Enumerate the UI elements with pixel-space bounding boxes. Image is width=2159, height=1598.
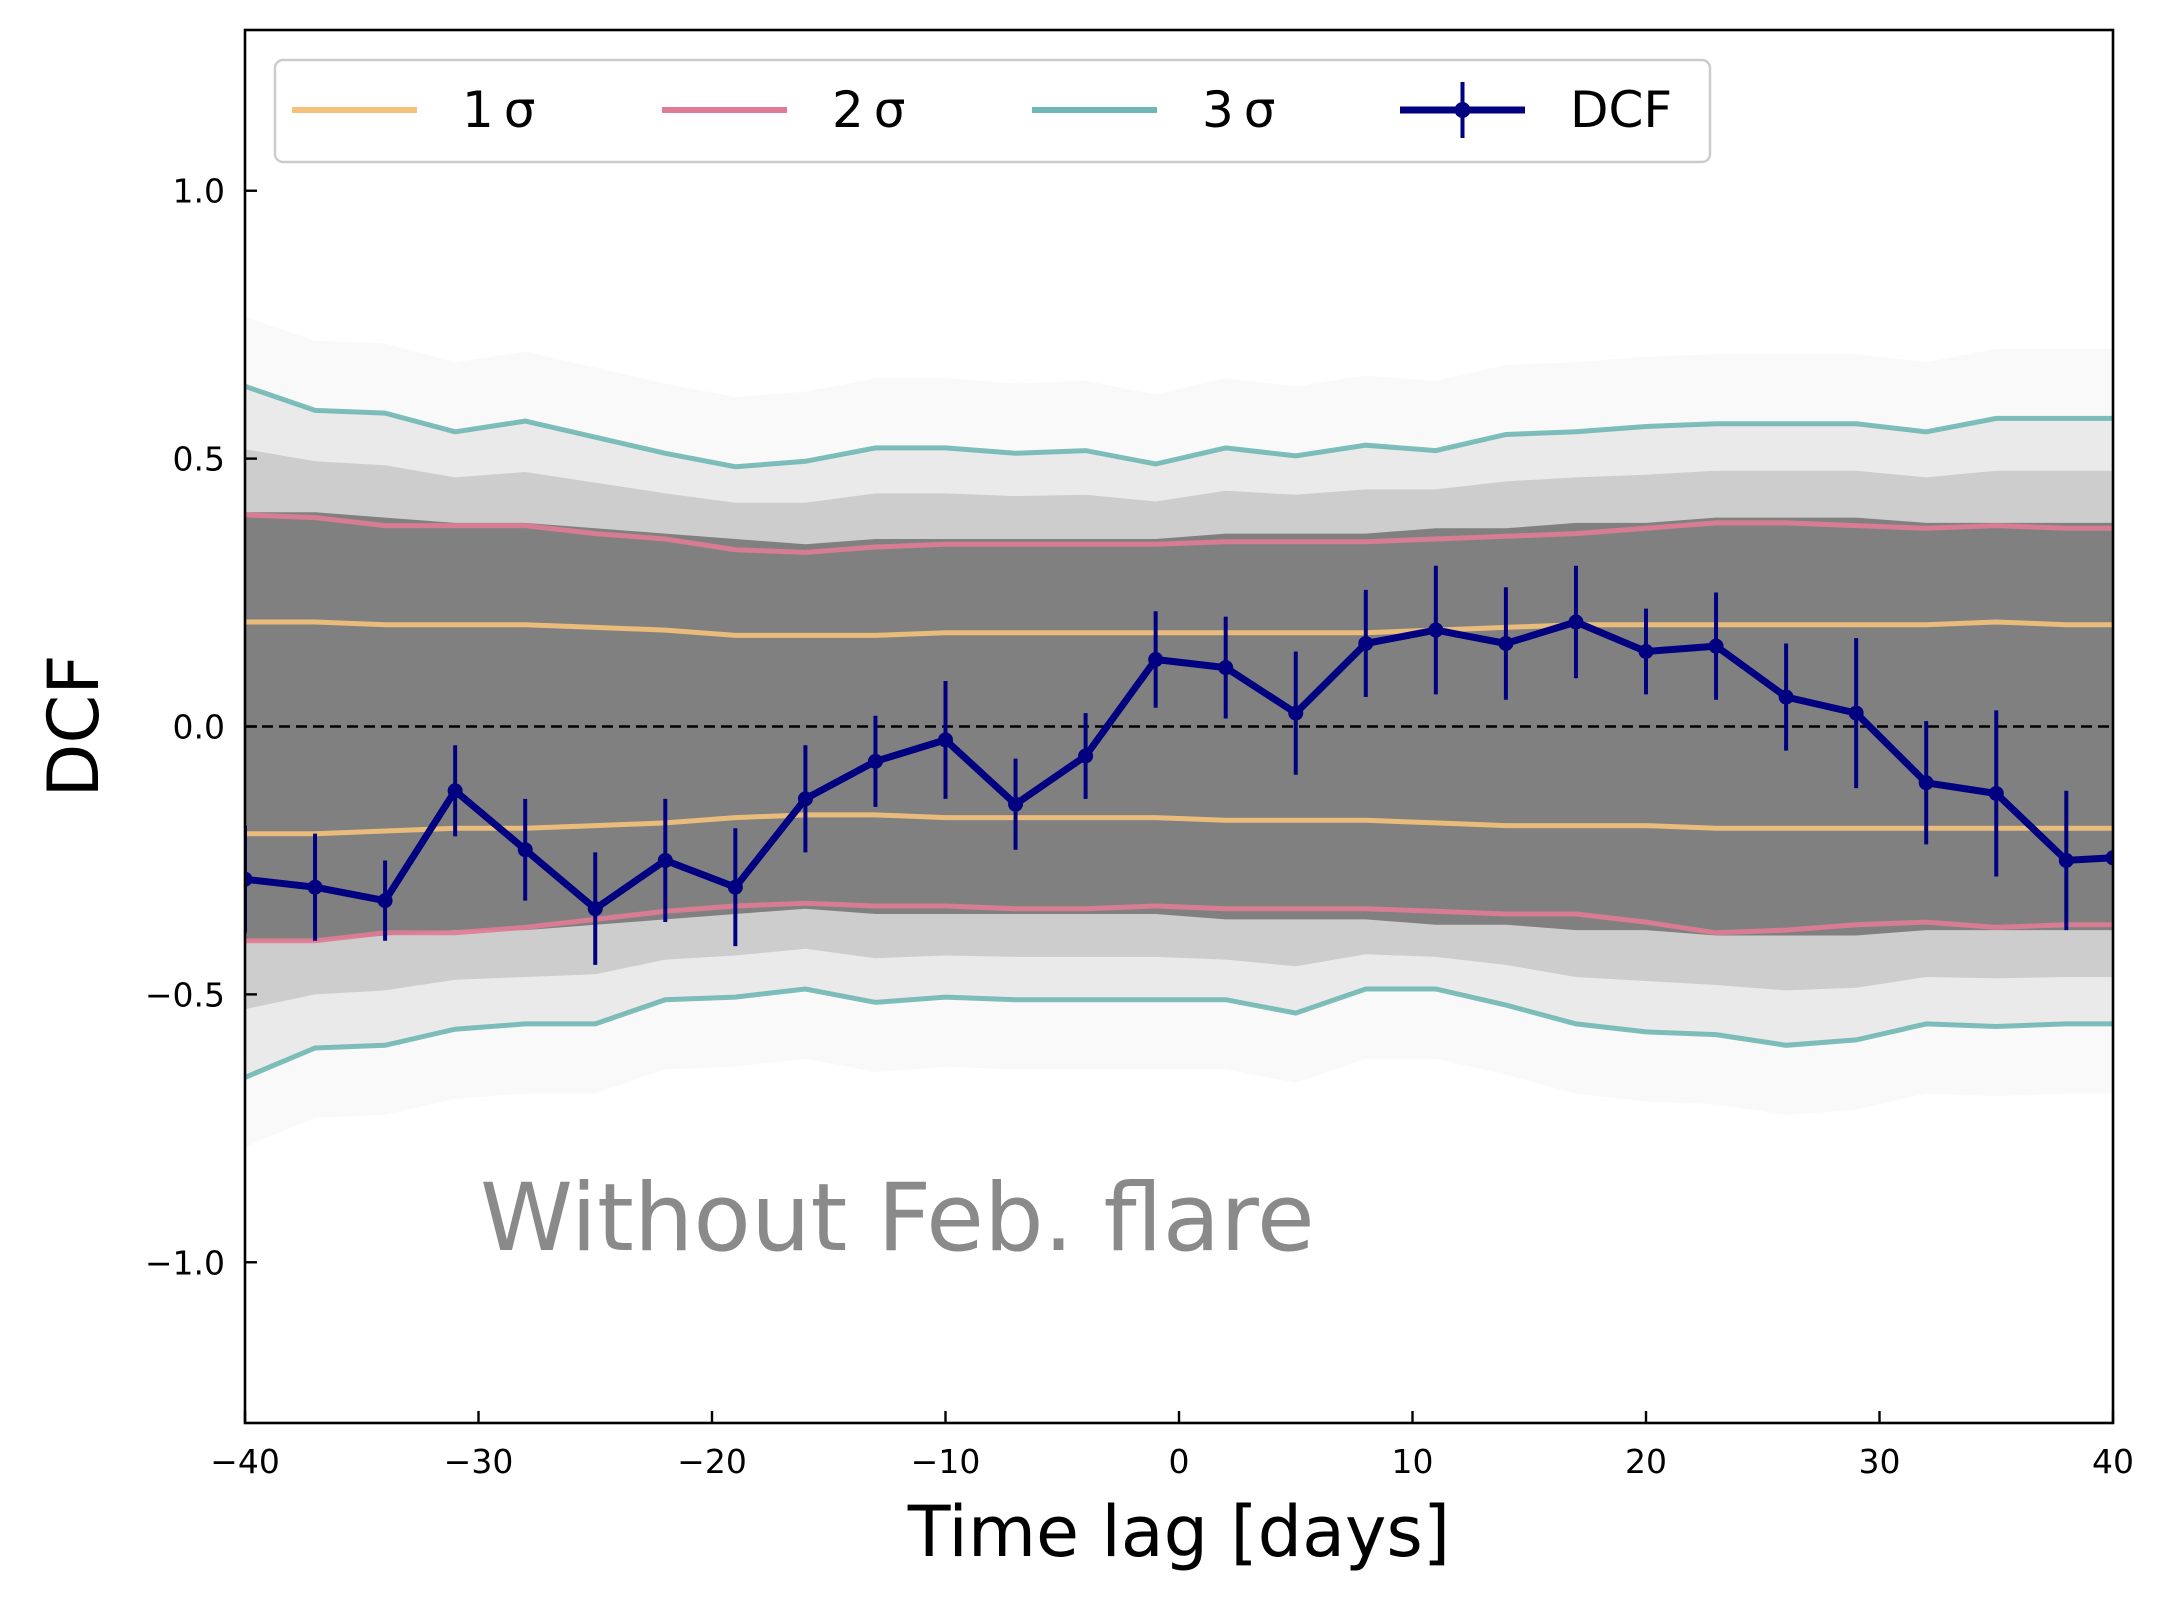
sigma3-upper-line (245, 383, 2113, 470)
dcf-line (245, 618, 2113, 913)
dcf-point (1008, 796, 1024, 812)
dcf-point (2105, 850, 2113, 866)
dcf-point (1358, 635, 1374, 651)
legend-label: 1 σ (462, 81, 536, 139)
x-tick-label: 10 (1392, 1442, 1434, 1481)
dcf-point (1288, 705, 1304, 721)
dcf-point (1988, 785, 2004, 801)
dcf-point (938, 732, 953, 748)
dcf-point (1148, 652, 1164, 668)
sigma2-lower-line (245, 900, 2113, 944)
y-tick-label: −1.0 (145, 1243, 225, 1282)
y-tick-label: 0.0 (173, 708, 225, 747)
legend-label: 3 σ (1202, 81, 1276, 139)
dcf-point (867, 753, 883, 769)
axis-ticks: −40 −30 −20 −10 0 10 20 30 40 1.0 0.5 0.0 −0.5 −1.0 (145, 172, 2134, 1481)
x-tick-label: −40 (210, 1442, 280, 1481)
legend: 1 σ 2 σ 3 σ DCF (273, 58, 1712, 164)
dcf-point (1708, 638, 1724, 654)
dcf-point (657, 852, 673, 868)
x-tick-label: −30 (444, 1442, 514, 1481)
dcf-point (727, 879, 743, 895)
dcf-point (1778, 689, 1794, 705)
dcf-point (245, 871, 253, 887)
y-axis-label: DCF (33, 654, 115, 797)
legend-box (273, 58, 1712, 164)
dcf-point (517, 842, 533, 858)
x-axis-label: Time lag [days] (907, 1491, 1450, 1573)
sigma1-lower-line (245, 812, 2113, 837)
dcf-point (1078, 748, 1094, 764)
legend-label: DCF (1570, 81, 1672, 139)
x-tick-label: 20 (1625, 1442, 1667, 1481)
dcf-point (797, 791, 813, 807)
dcf-point (1218, 660, 1234, 676)
x-tick-label: 30 (1859, 1442, 1901, 1481)
dcf-point (447, 783, 463, 799)
dcf-point (1428, 622, 1444, 638)
x-tick-label: −10 (911, 1442, 981, 1481)
y-tick-label: −0.5 (145, 975, 225, 1014)
dcf-point (587, 901, 603, 917)
dcf-point (1568, 614, 1584, 630)
dcf-point (1848, 705, 1864, 721)
sigma3-lower-line (245, 986, 2113, 1080)
x-tick-label: 0 (1169, 1442, 1190, 1481)
legend-swatch-marker (1454, 102, 1471, 118)
dcf-point (1638, 643, 1654, 659)
legend-items: 1 σ 2 σ 3 σ DCF (292, 81, 1672, 139)
dcf-point (307, 879, 323, 895)
x-tick-label: −20 (677, 1442, 747, 1481)
chart-annotation: Without Feb. flare (480, 1164, 1315, 1273)
sigma2-upper-line (245, 512, 2113, 555)
simulation-band (245, 316, 2113, 1148)
sigma1-upper-line (245, 619, 2113, 638)
dcf-series (245, 565, 2113, 965)
y-tick-label: 1.0 (173, 172, 225, 211)
plot-area (245, 316, 2113, 1148)
sigma-lines (245, 383, 2113, 1080)
dcf-point (377, 893, 393, 909)
x-tick-label: 40 (2092, 1442, 2134, 1481)
dcf-point (1918, 775, 1934, 791)
dcf-point (1498, 635, 1514, 651)
legend-label: 2 σ (832, 81, 906, 139)
dcf-point (2058, 852, 2074, 868)
y-tick-label: 0.5 (173, 440, 225, 479)
